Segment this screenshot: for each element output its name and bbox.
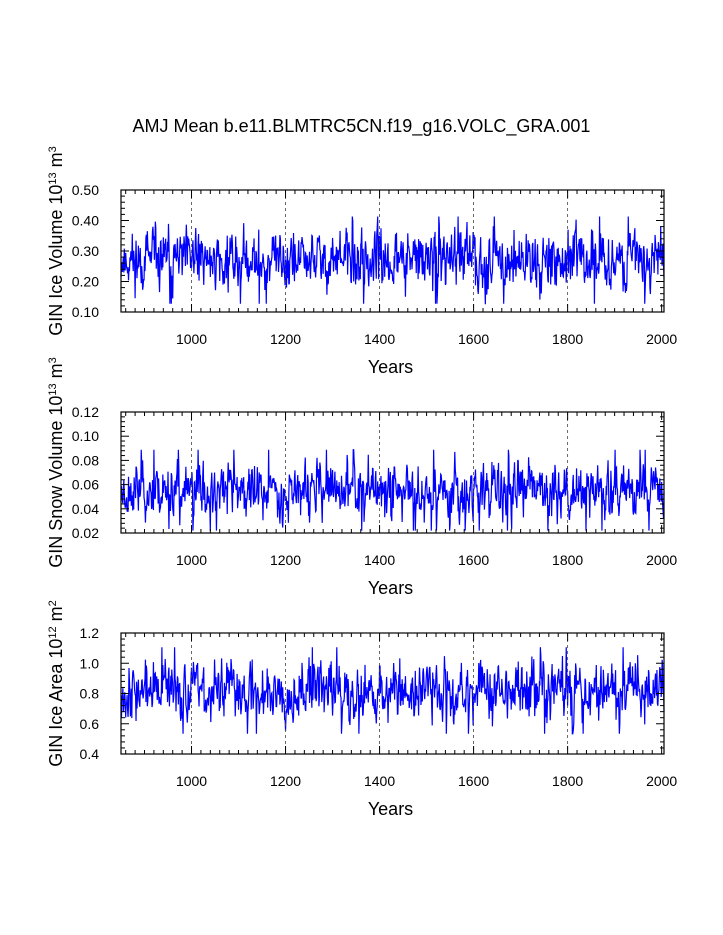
y-tick-label: 0.10 (72, 304, 99, 320)
plot-frame (120, 411, 665, 534)
y-tick-label: 0.10 (72, 428, 99, 444)
x-tick-label: 1400 (364, 773, 395, 789)
x-tick-label: 1800 (552, 773, 583, 789)
x-tick-label: 1800 (552, 552, 583, 568)
panel-ice-volume: 1000 1200 1400 1600 1800 2000 0.10 0.20 0.30 0.40… (46, 146, 677, 377)
y-axis-label: GIN Ice Area 1012 m2 (46, 600, 66, 766)
x-tick-label: 1200 (270, 552, 301, 568)
x-axis-label: Years (368, 799, 413, 819)
y-tick-label: 0.6 (80, 716, 100, 732)
y-tick-label: 0.50 (72, 182, 99, 198)
y-tick-label: 0.40 (72, 213, 99, 229)
series-line-ice-area (120, 647, 665, 735)
series-line-snow-volume (120, 449, 665, 531)
x-tick-label: 1400 (364, 331, 395, 347)
x-tick-label: 1800 (552, 331, 583, 347)
figure-title: AMJ Mean b.e11.BLMTRC5CN.f19_g16.VOLC_GR… (132, 116, 591, 136)
y-tick-label: 0.30 (72, 243, 99, 259)
x-tick-label: 1600 (458, 552, 489, 568)
x-tick-label: 1400 (364, 552, 395, 568)
x-tick-label: 1600 (458, 773, 489, 789)
panel-ice-area: 1000 1200 1400 1600 1800 2000 0.4 0.6 0.8 1.0 1.2 Y… (46, 600, 677, 819)
x-tick-label: 2000 (646, 552, 677, 568)
series-line-ice-volume (120, 216, 665, 305)
y-tick-label: 1.2 (80, 625, 100, 641)
y-axis-label: GIN Ice Volume 1013 m3 (46, 146, 66, 335)
x-axis-label: Years (368, 578, 413, 598)
y-tick-label: 0.04 (72, 501, 99, 517)
x-tick-label: 2000 (646, 773, 677, 789)
x-tick-label: 1200 (270, 773, 301, 789)
x-tick-label: 1000 (176, 331, 207, 347)
x-tick-label: 1000 (176, 773, 207, 789)
y-tick-label: 0.06 (72, 477, 99, 493)
x-tick-label: 1000 (176, 552, 207, 568)
y-axis-label: GIN Snow Volume 1013 m3 (46, 357, 66, 567)
y-tick-label: 0.4 (80, 746, 100, 762)
y-tick-label: 0.08 (72, 452, 99, 468)
panel-snow-volume: 1000 1200 1400 1600 1800 2000 0.02 0.04 0.06 0.08… (46, 357, 677, 598)
y-tick-label: 1.0 (80, 655, 100, 671)
y-tick-label: 0.20 (72, 274, 99, 290)
y-tick-label: 0.12 (72, 404, 99, 420)
y-tick-label: 0.8 (80, 686, 100, 702)
x-axis-label: Years (368, 357, 413, 377)
x-tick-label: 1600 (458, 331, 489, 347)
x-tick-label: 1200 (270, 331, 301, 347)
x-tick-label: 2000 (646, 331, 677, 347)
y-tick-label: 0.02 (72, 525, 99, 541)
